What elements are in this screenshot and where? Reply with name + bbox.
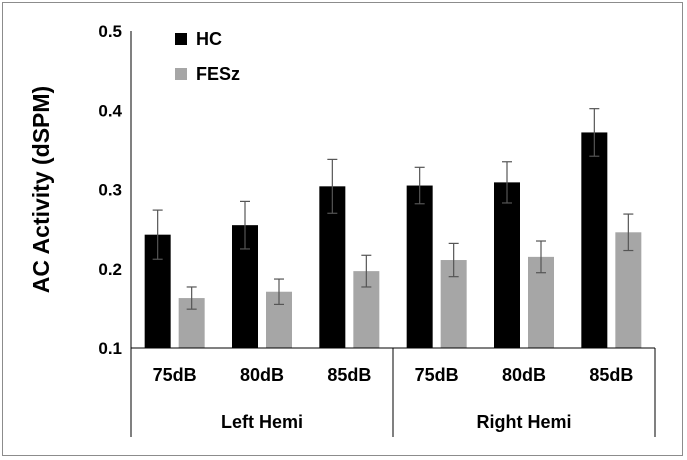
legend-item-fesz: FESz (175, 64, 240, 84)
bars (144, 132, 642, 348)
error-bar-hc-1 (240, 200, 250, 250)
x-tick-label-2: 85dB (327, 365, 371, 385)
error-bar-hc-4 (502, 161, 512, 204)
y-axis-title: AC Activity (dSPM) (28, 86, 54, 293)
error-bars (152, 108, 634, 310)
legend-item-hc: HC (175, 29, 222, 49)
y-axis-label-group: AC Activity (dSPM) (28, 86, 54, 293)
error-bar-fesz-0 (186, 286, 197, 310)
error-bar-fesz-5 (623, 213, 634, 252)
error-bar-fesz-1 (274, 278, 284, 306)
x-tick-label-1: 80dB (240, 365, 284, 385)
error-bar-hc-0 (152, 209, 163, 260)
group-label-1: Right Hemi (476, 412, 571, 432)
error-bar-fesz-2 (361, 254, 372, 288)
error-bar-fesz-4 (536, 240, 546, 274)
group-label-0: Left Hemi (221, 412, 303, 432)
legend-label: FESz (196, 64, 240, 84)
legend: HC FESz (175, 29, 240, 84)
y-tick-label-2: 0.3 (98, 181, 122, 200)
y-tick-label-4: 0.5 (98, 22, 122, 41)
error-bar-hc-2 (327, 158, 338, 214)
bar-hc-5 (581, 132, 608, 348)
legend-swatch (175, 68, 187, 80)
legend-swatch (175, 33, 187, 45)
y-tick-label-0: 0.1 (98, 339, 122, 358)
legend-label: HC (196, 29, 222, 49)
chart-frame: AC Activity (dSPM) 0.1 0.2 0.3 0.4 0.5 75dB 8… (2, 2, 683, 456)
y-axis: 0.1 0.2 0.3 0.4 0.5 (98, 22, 132, 358)
error-bar-hc-5 (589, 108, 600, 157)
x-tick-label-3: 75dB (415, 365, 459, 385)
x-tick-label-4: 80dB (502, 365, 546, 385)
bar-hc-4 (494, 182, 520, 348)
x-tick-label-5: 85dB (589, 365, 633, 385)
x-axis: 75dB 80dB 85dB 75dB 80dB 85dB Left Hemi Right H… (130, 347, 656, 437)
y-tick-label-3: 0.4 (98, 101, 122, 120)
bar-chart: AC Activity (dSPM) 0.1 0.2 0.3 0.4 0.5 75dB 8… (28, 22, 656, 437)
x-tick-label-0: 75dB (153, 365, 197, 385)
y-tick-label-1: 0.2 (98, 260, 122, 279)
bar-fesz-5 (615, 232, 642, 348)
error-bar-fesz-3 (448, 242, 459, 278)
bar-hc-3 (406, 185, 433, 348)
error-bar-hc-3 (414, 166, 425, 205)
